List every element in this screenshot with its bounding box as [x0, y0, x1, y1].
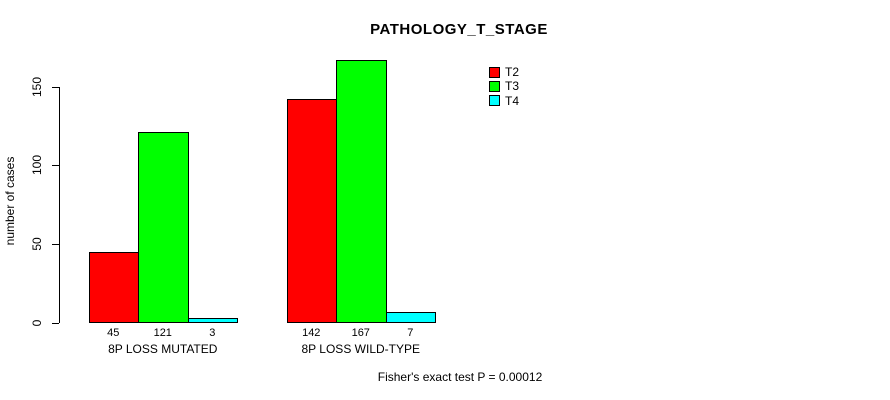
legend-item-t3: T3 — [489, 80, 519, 92]
y-axis-tick-label: 0 — [30, 319, 44, 327]
bar-value-label: 7 — [407, 326, 414, 339]
y-axis-tick-label: 100 — [30, 155, 44, 176]
bar-t4-group1 — [187, 318, 238, 324]
legend-label: T3 — [505, 79, 520, 94]
y-axis-tick — [52, 165, 59, 167]
legend-swatch-t4 — [489, 95, 500, 107]
y-axis-tick — [52, 244, 59, 246]
bar-value-label: 3 — [209, 326, 216, 339]
y-axis-line — [59, 86, 60, 323]
bar-t2-group1 — [88, 252, 139, 324]
legend-item-t4: T4 — [489, 95, 519, 107]
y-axis-tick — [52, 86, 59, 88]
y-axis-tick-label: 150 — [30, 76, 44, 97]
bar-t3-group1 — [138, 132, 189, 324]
y-axis-label: number of cases — [3, 156, 17, 246]
bar-t2-group2 — [286, 99, 337, 324]
bar-t3-group2 — [336, 59, 387, 324]
chart-title: PATHOLOGY_T_STAGE — [370, 21, 548, 38]
bar-value-label: 167 — [351, 326, 370, 339]
y-axis-tick-label: 50 — [30, 237, 44, 251]
legend-label: T2 — [505, 65, 520, 79]
legend-item-t2: T2 — [489, 66, 519, 78]
stat-annotation: Fisher's exact test P = 0.00012 — [377, 370, 543, 384]
bar-value-label: 142 — [302, 326, 321, 339]
bar-value-label: 121 — [153, 326, 172, 339]
legend-label: T4 — [505, 93, 520, 108]
bar-t4-group2 — [385, 311, 436, 324]
bar-value-label: 45 — [107, 326, 120, 339]
legend-swatch-t2 — [489, 66, 500, 78]
x-category-label: 8P LOSS WILD-TYPE — [301, 341, 420, 356]
y-axis-tick — [52, 323, 59, 324]
x-category-label: 8P LOSS MUTATED — [108, 341, 218, 356]
legend-swatch-t3 — [489, 80, 500, 92]
